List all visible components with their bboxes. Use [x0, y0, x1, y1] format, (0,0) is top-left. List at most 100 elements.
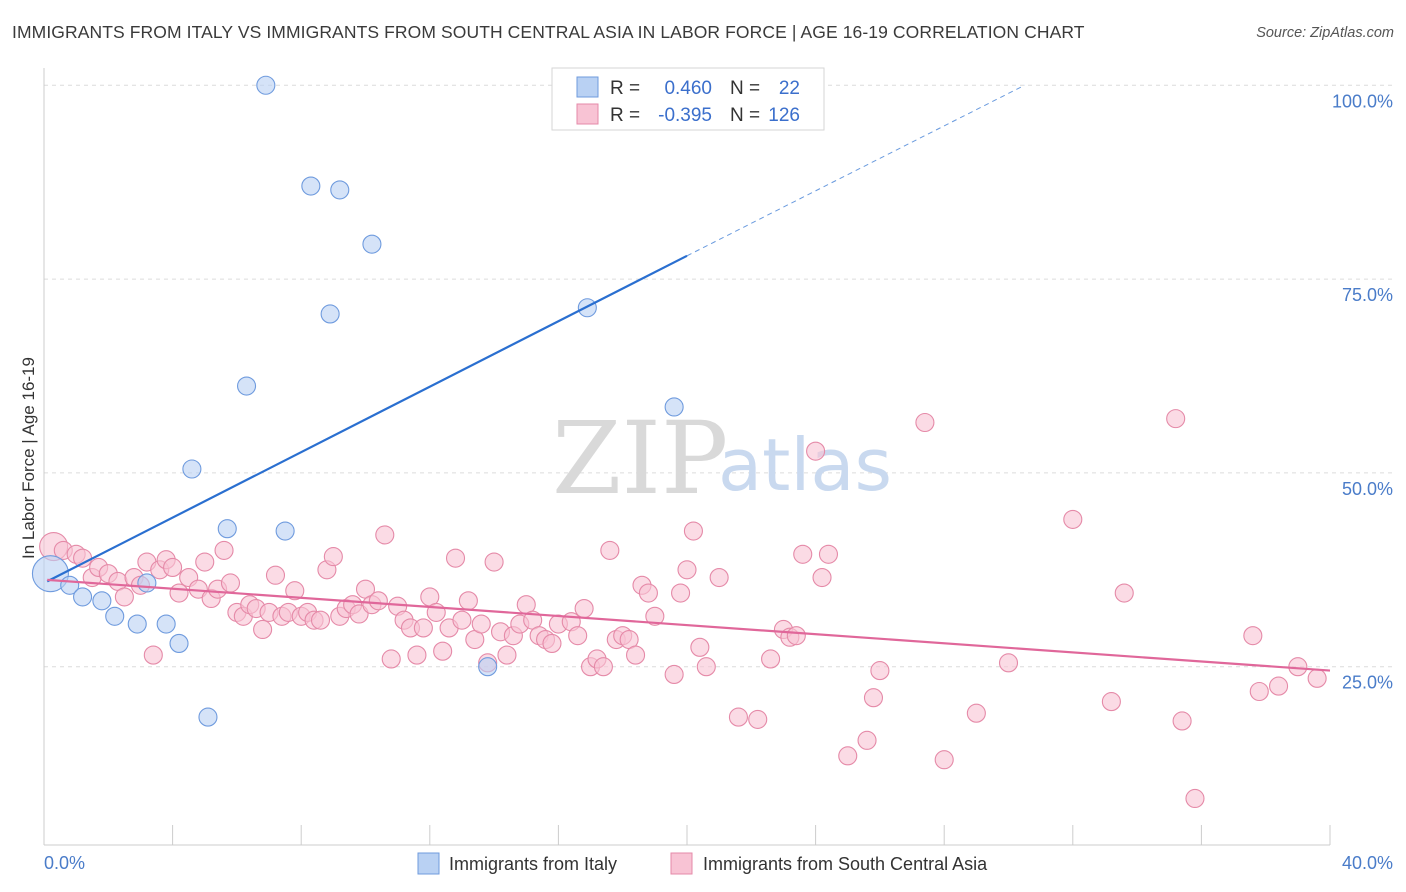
legend-r-value-italy: 0.460: [664, 78, 712, 99]
point-south-central-asia: [966, 703, 986, 723]
legend-n-value-italy: 22: [779, 78, 800, 99]
data-points: [31, 75, 1327, 809]
series-legend-label-south-central-asia: Immigrants from South Central Asia: [703, 854, 988, 874]
point-italy: [198, 707, 218, 727]
point-italy: [664, 397, 684, 417]
point-italy: [73, 587, 93, 607]
series-legend: Immigrants from Italy Immigrants from So…: [417, 852, 988, 875]
point-south-central-asia: [728, 707, 748, 727]
point-south-central-asia: [1288, 657, 1308, 677]
point-italy: [137, 573, 157, 593]
point-south-central-asia: [574, 598, 594, 619]
point-italy: [362, 234, 382, 254]
point-south-central-asia: [793, 544, 813, 564]
point-south-central-asia: [863, 688, 884, 708]
point-south-central-asia: [1185, 788, 1205, 809]
point-south-central-asia: [310, 610, 331, 630]
point-south-central-asia: [1243, 626, 1263, 646]
point-south-central-asia: [1114, 583, 1134, 603]
point-italy: [156, 614, 176, 634]
point-south-central-asia: [998, 653, 1019, 673]
point-italy: [169, 633, 189, 653]
point-south-central-asia: [323, 547, 343, 567]
point-south-central-asia: [593, 657, 613, 677]
point-south-central-asia: [645, 606, 665, 626]
point-italy: [217, 519, 237, 539]
point-south-central-asia: [214, 540, 234, 560]
point-south-central-asia: [806, 441, 826, 461]
point-south-central-asia: [285, 581, 305, 601]
x-tick-labels: 0.0% 40.0%: [44, 853, 1393, 873]
point-italy: [256, 75, 276, 95]
point-south-central-asia: [1249, 681, 1269, 702]
legend-r-label-italy: R =: [610, 78, 640, 99]
trend-line-italy-extension: [686, 84, 1025, 257]
series-legend-swatch-italy: [417, 852, 440, 875]
point-south-central-asia: [484, 552, 504, 572]
legend-swatch-south-central-asia: [576, 103, 599, 125]
x-tick-label-min: 0.0%: [44, 853, 85, 873]
point-south-central-asia: [870, 661, 890, 681]
chart-title: IMMIGRANTS FROM ITALY VS IMMIGRANTS FROM…: [12, 22, 1085, 42]
point-south-central-asia: [671, 583, 691, 603]
point-south-central-asia: [169, 583, 189, 603]
point-south-central-asia: [407, 645, 427, 665]
point-south-central-asia: [1166, 409, 1186, 429]
point-italy: [31, 555, 69, 593]
point-south-central-asia: [375, 525, 395, 545]
point-south-central-asia: [471, 614, 491, 634]
point-south-central-asia: [812, 567, 832, 588]
correlation-legend: R = 0.460 N = 22 R = -0.395 N = 126: [551, 67, 825, 131]
point-south-central-asia: [143, 645, 163, 665]
watermark-atlas: atlas: [718, 423, 892, 507]
point-south-central-asia: [600, 540, 620, 560]
point-south-central-asia: [1307, 668, 1327, 688]
point-italy: [127, 614, 147, 634]
series-legend-label-italy: Immigrants from Italy: [449, 854, 617, 874]
point-italy: [301, 176, 321, 196]
legend-n-label-south-central-asia: N =: [730, 105, 760, 126]
legend-n-value-south-central-asia: 126: [768, 105, 800, 126]
point-south-central-asia: [368, 591, 388, 611]
point-south-central-asia: [497, 645, 517, 665]
point-south-central-asia: [114, 587, 134, 607]
point-italy: [320, 304, 340, 324]
point-italy: [275, 521, 295, 541]
y-tick-label: 50.0%: [1342, 479, 1393, 499]
point-south-central-asia: [220, 573, 241, 593]
point-south-central-asia: [458, 591, 478, 611]
watermark-zip: ZIP: [552, 400, 728, 517]
series-legend-swatch-south-central-asia: [670, 852, 693, 875]
point-south-central-asia: [638, 583, 658, 603]
point-south-central-asia: [683, 521, 703, 541]
legend-r-value-south-central-asia: -0.395: [658, 105, 712, 126]
y-tick-label: 25.0%: [1342, 673, 1393, 693]
point-south-central-asia: [786, 626, 806, 646]
point-south-central-asia: [761, 649, 781, 669]
trend-line-italy: [46, 254, 688, 583]
point-south-central-asia: [253, 619, 273, 640]
y-tick-labels: 100.0% 75.0% 50.0% 25.0%: [1332, 91, 1393, 692]
point-south-central-asia: [1101, 692, 1121, 712]
x-tick-label-max: 40.0%: [1342, 853, 1393, 873]
point-italy: [92, 591, 112, 611]
point-south-central-asia: [748, 709, 768, 729]
point-south-central-asia: [934, 750, 954, 770]
point-south-central-asia: [433, 641, 453, 661]
legend-r-label-south-central-asia: R =: [610, 105, 640, 126]
point-south-central-asia: [690, 637, 710, 657]
point-south-central-asia: [709, 567, 729, 588]
point-south-central-asia: [445, 548, 466, 568]
trend-lines: [46, 84, 1331, 672]
point-south-central-asia: [542, 633, 562, 653]
y-tick-label: 75.0%: [1342, 285, 1393, 305]
point-south-central-asia: [664, 664, 684, 684]
axes: [43, 68, 1331, 846]
point-south-central-asia: [915, 412, 935, 433]
point-italy: [330, 180, 350, 200]
trend-line-south-central-asia: [47, 578, 1331, 672]
point-south-central-asia: [838, 746, 858, 766]
y-tick-label: 100.0%: [1332, 91, 1393, 111]
point-south-central-asia: [349, 604, 369, 624]
